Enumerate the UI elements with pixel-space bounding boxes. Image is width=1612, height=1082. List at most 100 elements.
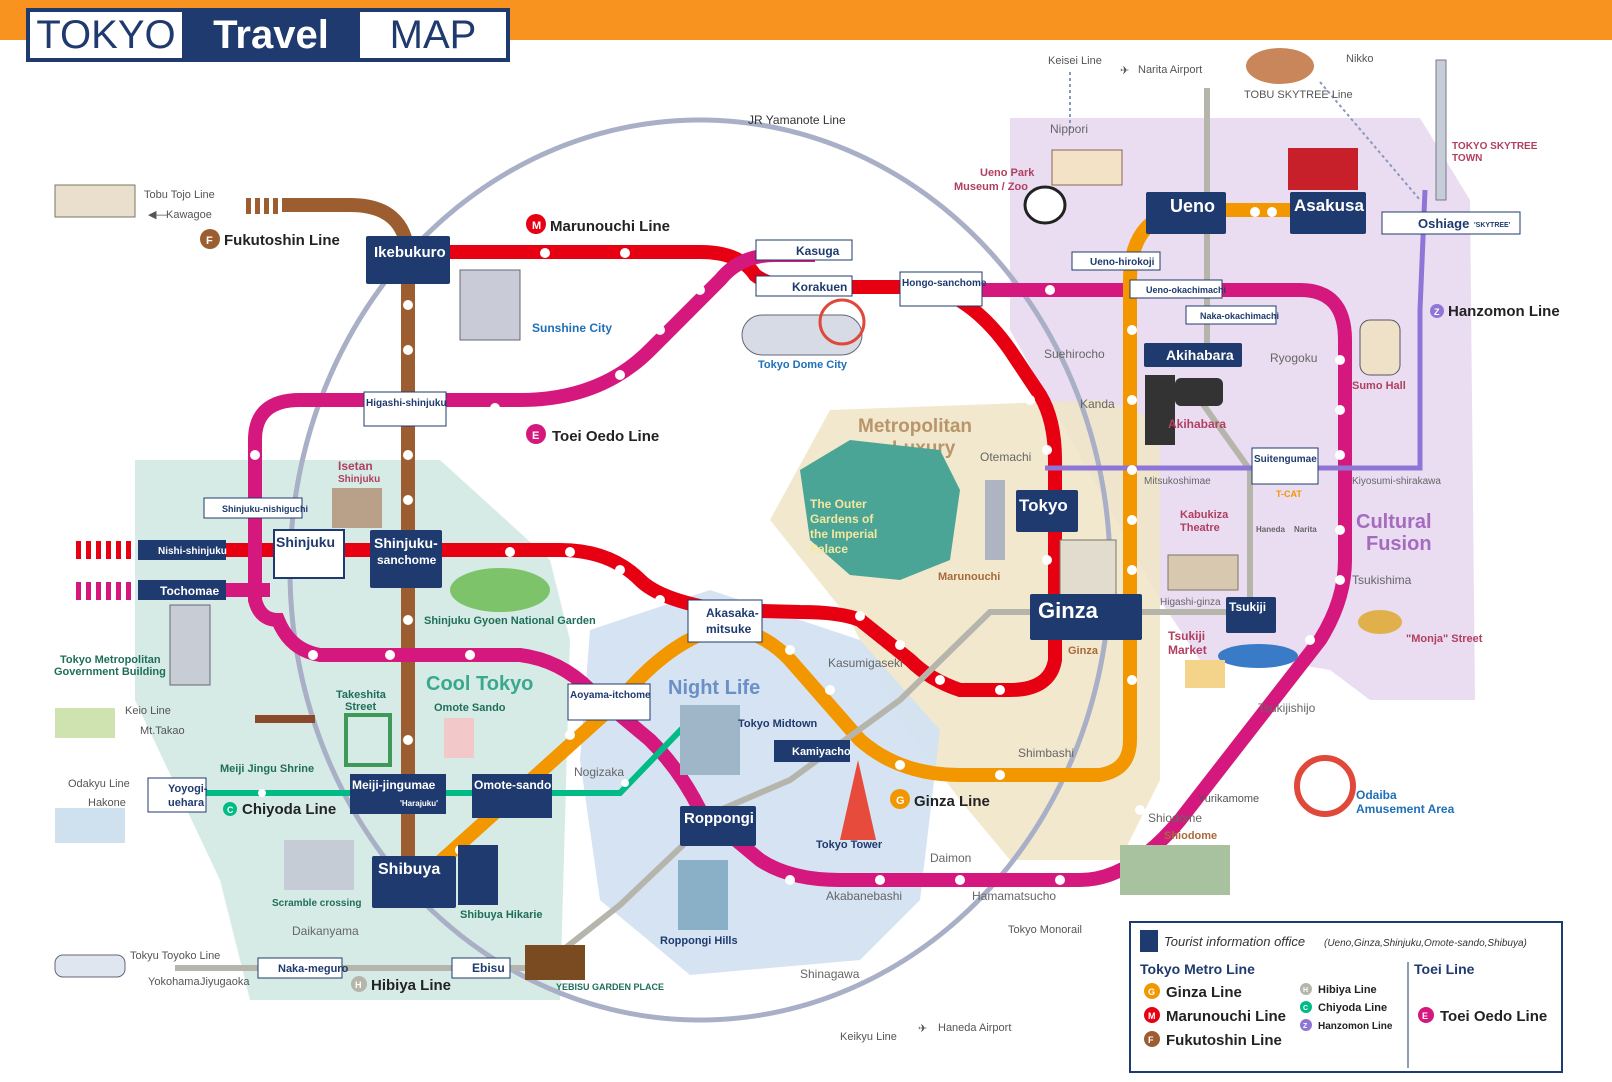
info-office-icon (1140, 930, 1158, 952)
asakusa-gate-illustration (1288, 148, 1358, 190)
station-shinjuku-nishiguchi[interactable]: Shinjuku-nishiguchi (203, 497, 308, 519)
outer-gardens-1: The Outer (810, 497, 867, 511)
station-korakuen[interactable]: Korakuen (755, 275, 853, 297)
station-asakusa[interactable]: Asakusa (1290, 192, 1366, 234)
monkeys-illustration (1246, 48, 1314, 84)
stations: Kasuga Korakuen Hongo-sanchome Higashi-s… (138, 211, 1521, 979)
legend-ginza: Ginza Line (1166, 984, 1242, 1001)
daikanyama-label: Daikanyama (292, 924, 359, 938)
station-roppongi[interactable]: Roppongi (680, 806, 756, 846)
station-ueno-hirokoji-label: Ueno-hirokoji (1090, 257, 1155, 268)
station-tsukiji[interactable]: Tsukiji (1226, 597, 1276, 633)
station-asakusa-label: Asakusa (1294, 196, 1364, 215)
outer-gardens-4: Palace (810, 542, 848, 556)
station-meiji-jingumae-label: Meiji-jingumae (352, 778, 436, 792)
station-shinjuku-sanchome-2: sanchome (377, 553, 437, 567)
station-ginza[interactable]: Ginza (1030, 594, 1142, 640)
meiji-shrine-label: Meiji Jingu Shrine (220, 763, 314, 775)
station-higashi-shinjuku-label: Higashi-shinjuku (366, 398, 447, 409)
station-shibuya[interactable]: Shibuya (372, 856, 456, 908)
yebisu-illustration (525, 945, 585, 980)
station-ueno[interactable]: Ueno (1146, 192, 1226, 234)
sumo-hall-label: Sumo Hall (1352, 380, 1406, 392)
midtown-label: Tokyo Midtown (738, 718, 818, 730)
station-shinjuku[interactable]: Shinjuku (273, 529, 345, 579)
shiodome-spot-label: Shiodome (1164, 830, 1217, 842)
imperial-palace-gardens (800, 440, 960, 580)
svg-text:Z: Z (1303, 1023, 1308, 1030)
svg-text:F: F (1148, 1035, 1154, 1045)
fukutoshin-line-label: Fukutoshin Line (224, 232, 340, 249)
svg-text:Z: Z (1434, 307, 1440, 317)
tobu-skytree-label: TOBU SKYTREE Line (1244, 89, 1353, 101)
tcat-label: T-CAT (1276, 489, 1302, 499)
airplane-icon-2: ✈ (918, 1023, 927, 1035)
svg-text:E: E (1422, 1011, 1428, 1021)
ueno-museum-illustration (1051, 149, 1123, 186)
odaiba-2: Amusement Area (1356, 802, 1455, 816)
hakone-illustration (55, 808, 125, 843)
spot-labels: Sunshine City Tokyo Dome City Ueno Park … (54, 141, 1538, 992)
station-hongo-sanchome[interactable]: Hongo-sanchome (899, 271, 987, 307)
station-ikebukuro[interactable]: Ikebukuro (366, 236, 450, 284)
kanda-label: Kanda (1080, 397, 1115, 411)
isetan-illustration (332, 488, 382, 528)
monja-illustration (1358, 610, 1402, 634)
station-kasuga[interactable]: Kasuga (755, 239, 853, 261)
station-aoyama-itchome[interactable]: Aoyama-itchome (567, 683, 651, 721)
ginza-line-label: Ginza Line (914, 793, 990, 810)
sumo-illustration (1359, 319, 1401, 376)
station-oshiage[interactable]: Oshiage 'SKYTREE' (1381, 211, 1521, 235)
tsukiji-market-1: Tsukiji (1168, 629, 1205, 643)
station-kamiyacho[interactable]: Kamiyacho (774, 740, 851, 762)
station-ebisu[interactable]: Ebisu (451, 957, 511, 979)
station-meiji-jingumae[interactable]: Meiji-jingumae 'Harajuku' (350, 774, 446, 814)
major-stations: Ikebukuro Shinjuku Shinjuku- sanchome Sh… (273, 192, 1366, 908)
kabukiza-1: Kabukiza (1180, 509, 1229, 521)
ginza-wako-illustration (1059, 539, 1117, 596)
chiyoda-line-label: Chiyoda Line (242, 801, 336, 818)
skytree-illustration (1435, 59, 1447, 201)
station-tochomae[interactable]: Tochomae (138, 580, 226, 600)
station-tsukiji-label: Tsukiji (1229, 600, 1266, 614)
station-nishi-shinjuku-label: Nishi-shinjuku (158, 546, 227, 557)
station-shinjuku-nishiguchi-label: Shinjuku-nishiguchi (222, 504, 308, 514)
station-harajuku-label: 'Harajuku' (400, 799, 438, 808)
yebisu-label: YEBISU GARDEN PLACE (556, 982, 664, 992)
station-ueno-label: Ueno (1170, 196, 1215, 216)
odaiba-1: Odaiba (1356, 788, 1397, 802)
hibiya-line-label: Hibiya Line (371, 977, 451, 994)
station-naka-okachimachi[interactable]: Naka-okachimachi (1185, 305, 1279, 325)
jiyugaoka-label: Jiyugaoka (200, 976, 250, 988)
station-omote-sando[interactable]: Omote-sando (472, 774, 552, 818)
yurikamome-label: Yurikamome (1198, 793, 1259, 805)
logo-part-tokyo: TOKYO (26, 8, 186, 62)
station-kamiyacho-label: Kamiyacho (792, 746, 851, 758)
svg-text:H: H (355, 980, 362, 990)
svg-text:F: F (206, 235, 213, 247)
legend-marunouchi: Marunouchi Line (1166, 1008, 1286, 1025)
station-ueno-hirokoji[interactable]: Ueno-hirokoji (1071, 251, 1161, 271)
station-yoyogi-uehara-1: Yoyogi- (168, 783, 208, 795)
landmark-illustrations (54, 48, 1447, 980)
station-naka-meguro[interactable]: Naka-meguro (257, 957, 349, 979)
station-dots (250, 207, 1345, 885)
station-nishi-shinjuku[interactable]: Nishi-shinjuku (138, 540, 227, 560)
torii-illustration (255, 715, 315, 723)
station-shinjuku-sanchome[interactable]: Shinjuku- sanchome (370, 530, 442, 588)
station-ueno-okachimachi[interactable]: Ueno-okachimachi (1129, 279, 1226, 299)
station-suitengumae[interactable]: Suitengumae (1251, 447, 1319, 485)
station-tokyo[interactable]: Tokyo (1016, 490, 1078, 532)
logo-part-travel: Travel (186, 8, 356, 62)
marunouchi-building-illustration (985, 480, 1005, 560)
station-higashi-shinjuku[interactable]: Higashi-shinjuku (363, 391, 447, 427)
shimbashi-label: Shimbashi (1018, 746, 1074, 760)
station-akasaka-mitsuke[interactable]: Akasaka-mitsuke (687, 599, 763, 643)
svg-text:E: E (532, 430, 539, 442)
skytree-town-1: TOKYO SKYTREE (1452, 141, 1538, 152)
station-akihabara[interactable]: Akihabara (1144, 343, 1242, 367)
ginza-spot-label: Ginza (1068, 645, 1099, 657)
svg-text:H: H (1303, 987, 1308, 994)
station-yoyogi-uehara[interactable]: Yoyogi-uehara (147, 777, 208, 813)
ueno-park-2: Museum / Zoo (954, 181, 1028, 193)
